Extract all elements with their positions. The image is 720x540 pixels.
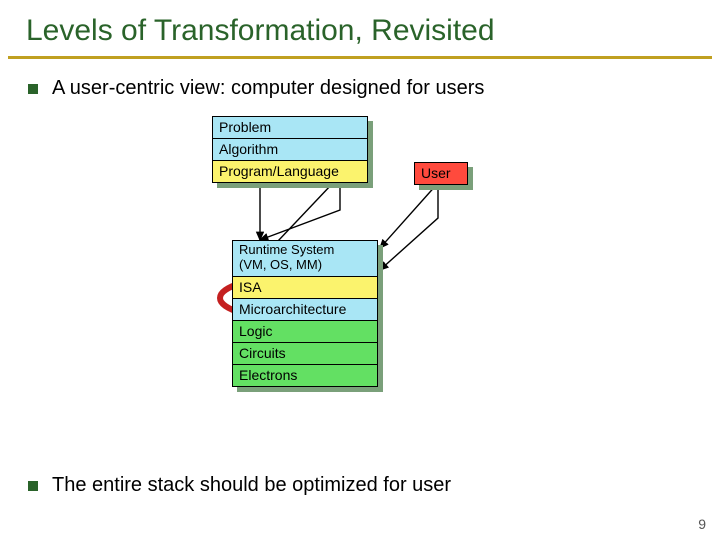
bottom-stack-2: Microarchitecture: [232, 298, 378, 321]
bottom-stack-0: Runtime System (VM, OS, MM): [232, 240, 378, 277]
diagram: ProblemAlgorithmProgram/Language User Runt…: [0, 110, 720, 480]
page-number: 9: [698, 516, 706, 532]
bottom-stack-5: Electrons: [232, 364, 378, 387]
bottom-stack-1: ISA: [232, 276, 378, 299]
user-box: User: [414, 162, 468, 185]
bottom-stack-3: Logic: [232, 320, 378, 343]
bullet-icon: [28, 84, 38, 94]
bullet-text-1: A user-centric view: computer designed f…: [52, 77, 484, 100]
bottom-stack-4: Circuits: [232, 342, 378, 365]
top-stack-0: Problem: [212, 116, 368, 139]
top-stack-2: Program/Language: [212, 160, 368, 183]
bullet-icon: [28, 481, 38, 491]
bullet-1: A user-centric view: computer designed f…: [0, 77, 720, 100]
page-title: Levels of Transformation, Revisited: [8, 0, 712, 59]
top-stack-1: Algorithm: [212, 138, 368, 161]
